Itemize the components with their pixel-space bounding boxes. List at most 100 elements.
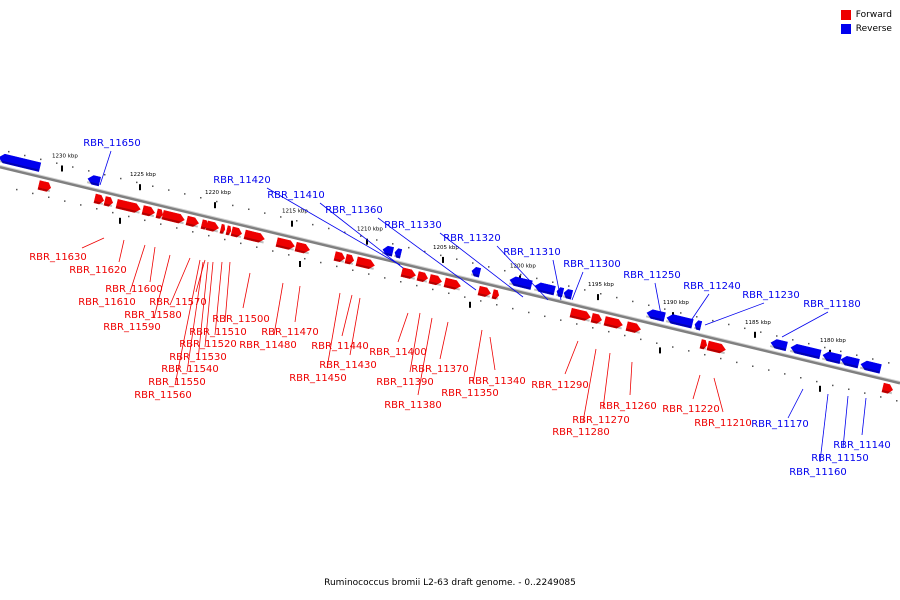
scale-label: 1190 kbp [663,300,689,306]
guide-dot [848,388,850,391]
gene-leader-line [81,237,105,249]
forward-gene-arrow [428,274,442,286]
guide-dot [640,338,642,341]
guide-dot [688,350,690,352]
guide-dot [320,261,322,264]
guide-dot [8,150,10,153]
forward-gene-arrow [333,251,345,263]
guide-dot [232,204,234,207]
guide-dot [160,223,162,225]
forward-gene-label: RBR_11260 [599,401,657,412]
scale-label: 1185 kbp [745,320,771,326]
scale-label: 1230 kbp [52,153,78,159]
forward-gene-label: RBR_11540 [161,364,219,375]
gene-leader-line [417,317,433,396]
gene-leader-line [326,292,341,369]
forward-gene-label: RBR_11590 [103,322,161,333]
forward-gene-arrow [205,220,219,233]
forward-gene-label: RBR_11520 [179,339,237,350]
gene-leader-line [153,254,171,319]
legend-reverse-label: Reverse [855,24,892,34]
forward-gene-arrow [275,237,295,251]
guide-dot [248,208,250,211]
guide-dot [352,269,354,271]
guide-dot [192,231,194,233]
guide-dot [32,192,34,195]
guide-dot [672,346,674,348]
forward-gene-arrow [603,316,623,330]
guide-dot [744,327,746,330]
reverse-gene-label: RBR_11170 [751,419,809,430]
gene-leader-line [224,261,231,323]
guide-dot [512,307,514,310]
guide-dot [336,265,338,268]
guide-dot [64,200,66,202]
reverse-gene-arrow [381,245,395,257]
reverse-gene-arrow [665,314,694,329]
forward-gene-arrow [569,307,591,322]
guide-dot [40,158,42,161]
scale-label: 1220 kbp [205,190,231,196]
scale-label: 1225 kbp [130,172,156,178]
reverse-gene-arrow [859,360,882,374]
guide-dot [776,335,778,337]
guide-dot [48,196,50,199]
guide-dot [616,296,618,299]
guide-dot [456,258,458,260]
forward-gene-label: RBR_11450 [289,373,347,384]
guide-dot [440,254,442,257]
forward-gene-label: RBR_11510 [189,327,247,338]
gene-leader-line [349,297,361,356]
scale-label: 1180 kbp [820,338,846,344]
guide-dot [472,262,474,264]
reverse-gene-arrow [693,320,703,331]
reverse-gene-label: RBR_11180 [803,299,861,310]
guide-dot [240,242,242,245]
guide-dot [104,173,106,176]
guide-dot [696,316,698,318]
guide-dot [760,331,762,333]
gene-leader-line [377,217,477,291]
forward-gene-label: RBR_11610 [78,297,136,308]
gene-leader-line [409,312,421,373]
scale-label: 1205 kbp [433,245,459,251]
reverse-gene-label: RBR_11230 [742,290,800,301]
forward-gene-arrow [590,313,602,325]
gene-leader-line [341,294,353,337]
guide-dot [312,223,314,226]
scale-label: 1210 kbp [357,227,383,233]
guide-dot [464,296,466,298]
scale-label: 1200 kbp [510,263,536,269]
gene-leader-line [439,232,524,298]
guide-dot [296,220,298,222]
guide-dot [384,277,386,279]
guide-dot [136,181,138,184]
reverse-gene-label: RBR_11330 [384,220,442,231]
guide-dot [600,293,602,295]
forward-gene-label: RBR_11550 [148,377,206,388]
gene-leader-line [692,374,701,400]
forward-gene-label: RBR_11390 [376,377,434,388]
guide-dot [88,170,90,172]
forward-gene-label: RBR_11500 [212,314,270,325]
reverse-gene-label: RBR_11250 [623,270,681,281]
guide-dot [304,257,306,260]
gene-leader-line [582,348,597,423]
forward-gene-arrow [355,256,375,270]
guide-dot [208,234,210,237]
legend: Forward Reverse [840,8,892,36]
guide-dot [568,285,570,287]
forward-gene-arrow [141,205,155,218]
gene-leader-line [704,302,765,326]
guide-dot [392,243,394,245]
guide-dot [888,362,890,364]
guide-dot [128,215,130,218]
forward-gene-label: RBR_11340 [468,376,526,387]
scale-label: 1215 kbp [282,209,308,215]
reverse-gene-arrow [645,309,666,322]
guide-dot [520,273,522,276]
guide-dot [256,246,258,248]
gene-leader-line [129,244,146,293]
forward-swatch-icon [840,10,851,20]
guide-dot [496,304,498,306]
